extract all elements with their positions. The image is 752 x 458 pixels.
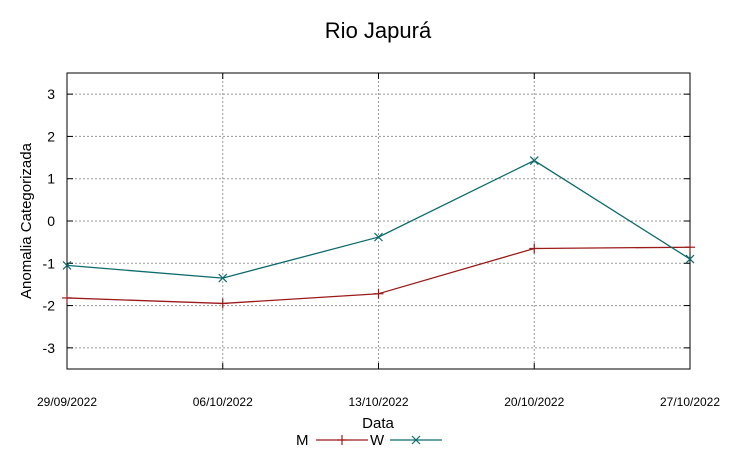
y-tick-label: 2 — [47, 128, 55, 144]
data-point-M — [685, 242, 695, 253]
y-tick-label: 0 — [47, 213, 55, 229]
x-tick-label: 20/10/2022 — [504, 395, 564, 409]
data-point-W — [62, 260, 72, 270]
y-axis-ticks: -3 -2 -1 0 1 2 3 — [43, 86, 690, 356]
x-tick-label: 29/09/2022 — [37, 395, 97, 409]
y-tick-label: 3 — [47, 86, 55, 102]
x-axis-label: Data — [362, 415, 394, 432]
x-tick-label: 06/10/2022 — [193, 395, 253, 409]
y-tick-label: -2 — [43, 298, 56, 314]
x-axis-ticks: 29/09/2022 06/10/2022 13/10/2022 20/10/2022… — [37, 73, 720, 409]
chart-title: Rio Japurá — [325, 18, 432, 43]
data-point-W — [529, 156, 539, 165]
y-tick-label: 1 — [47, 171, 55, 187]
data-point-W — [374, 232, 383, 242]
x-tick-label: 27/10/2022 — [660, 395, 720, 409]
legend-marker-W — [411, 435, 421, 445]
data-point-W — [218, 273, 228, 283]
legend-label-W: W — [370, 432, 385, 449]
y-axis-label: Anomalia Categorizada — [18, 142, 35, 299]
grid-lines — [66, 73, 691, 369]
series-group — [62, 156, 695, 309]
data-point-M — [217, 298, 228, 309]
data-point-M — [62, 292, 72, 303]
y-tick-label: -1 — [43, 255, 56, 271]
data-point-M — [529, 243, 540, 254]
legend-label-M: M — [296, 432, 309, 449]
data-point-W — [685, 254, 695, 264]
data-point-M — [373, 288, 384, 299]
legend-marker-M — [337, 435, 347, 445]
x-tick-label: 13/10/2022 — [348, 395, 408, 409]
y-tick-label: -3 — [43, 340, 56, 356]
